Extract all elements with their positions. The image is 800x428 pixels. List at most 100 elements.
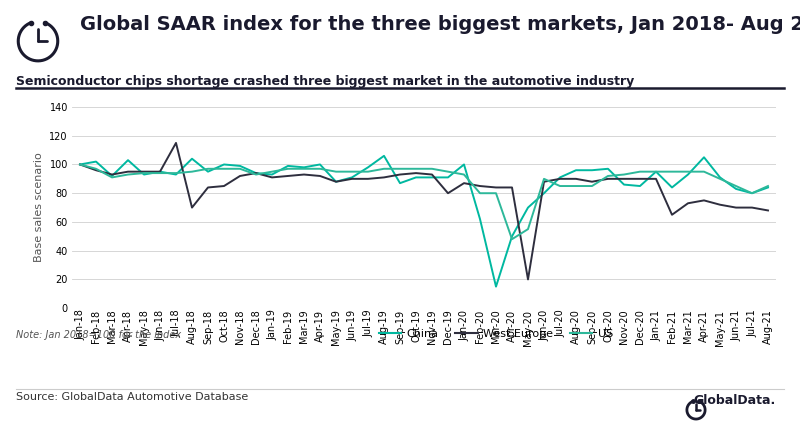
China <box>123 158 133 163</box>
China <box>683 172 693 177</box>
US <box>171 170 181 175</box>
US <box>91 166 101 171</box>
US <box>635 169 645 174</box>
China <box>523 205 533 210</box>
China <box>283 163 293 169</box>
West Europe <box>491 185 501 190</box>
China <box>155 169 165 174</box>
US <box>299 166 309 171</box>
US <box>395 166 405 171</box>
West Europe <box>459 181 469 186</box>
China <box>347 175 357 180</box>
West Europe <box>123 169 133 174</box>
West Europe <box>171 140 181 146</box>
US <box>331 169 341 174</box>
West Europe <box>635 176 645 181</box>
China <box>459 162 469 167</box>
China <box>651 169 661 174</box>
West Europe <box>187 205 197 210</box>
West Europe <box>475 184 485 189</box>
Text: GlobalData.: GlobalData. <box>694 394 776 407</box>
US <box>187 169 197 174</box>
West Europe <box>107 172 117 177</box>
West Europe <box>235 173 245 178</box>
West Europe <box>411 170 421 175</box>
US <box>587 184 597 189</box>
China <box>491 284 501 289</box>
China <box>139 172 149 177</box>
China <box>187 156 197 161</box>
China <box>443 175 453 180</box>
China <box>635 184 645 189</box>
US <box>427 166 437 171</box>
US <box>603 173 613 178</box>
US <box>267 169 277 174</box>
US <box>731 184 741 189</box>
West Europe <box>571 176 581 181</box>
Text: Semiconductor chips shortage crashed three biggest market in the automotive indu: Semiconductor chips shortage crashed thr… <box>16 75 634 88</box>
Legend: China, West Europe, US: China, West Europe, US <box>374 324 618 343</box>
China <box>395 181 405 186</box>
China <box>235 163 245 169</box>
US <box>443 169 453 174</box>
China <box>731 186 741 191</box>
West Europe <box>427 172 437 177</box>
China <box>699 155 709 160</box>
US <box>475 190 485 196</box>
US <box>235 166 245 171</box>
US <box>411 166 421 171</box>
West Europe <box>251 170 261 175</box>
West Europe <box>363 176 373 181</box>
US <box>491 190 501 196</box>
West Europe <box>715 202 725 207</box>
West Europe <box>651 176 661 181</box>
West Europe <box>507 185 517 190</box>
China <box>603 166 613 171</box>
West Europe <box>219 184 229 189</box>
US <box>667 169 677 174</box>
West Europe <box>731 205 741 210</box>
US <box>459 172 469 177</box>
West Europe <box>299 172 309 177</box>
China <box>91 159 101 164</box>
West Europe <box>347 176 357 181</box>
West Europe <box>315 173 325 178</box>
US <box>619 172 629 177</box>
Line: US: US <box>80 164 768 239</box>
West Europe <box>155 169 165 174</box>
US <box>379 166 389 171</box>
US <box>123 172 133 177</box>
China <box>475 217 485 222</box>
West Europe <box>699 198 709 203</box>
US <box>571 184 581 189</box>
China <box>747 190 757 196</box>
West Europe <box>283 173 293 178</box>
West Europe <box>139 169 149 174</box>
China <box>75 162 85 167</box>
China <box>299 165 309 170</box>
West Europe <box>683 201 693 206</box>
China <box>571 168 581 173</box>
West Europe <box>379 175 389 180</box>
West Europe <box>443 190 453 196</box>
US <box>283 166 293 171</box>
West Europe <box>331 179 341 184</box>
West Europe <box>539 179 549 184</box>
West Europe <box>523 277 533 282</box>
US <box>763 184 773 189</box>
US <box>555 184 565 189</box>
China <box>315 162 325 167</box>
West Europe <box>747 205 757 210</box>
China <box>555 175 565 180</box>
China <box>251 170 261 175</box>
US <box>251 172 261 177</box>
China <box>219 162 229 167</box>
China <box>667 185 677 190</box>
US <box>683 169 693 174</box>
China <box>411 175 421 180</box>
China <box>619 182 629 187</box>
US <box>347 169 357 174</box>
China <box>587 168 597 173</box>
China <box>427 175 437 180</box>
China <box>763 185 773 190</box>
